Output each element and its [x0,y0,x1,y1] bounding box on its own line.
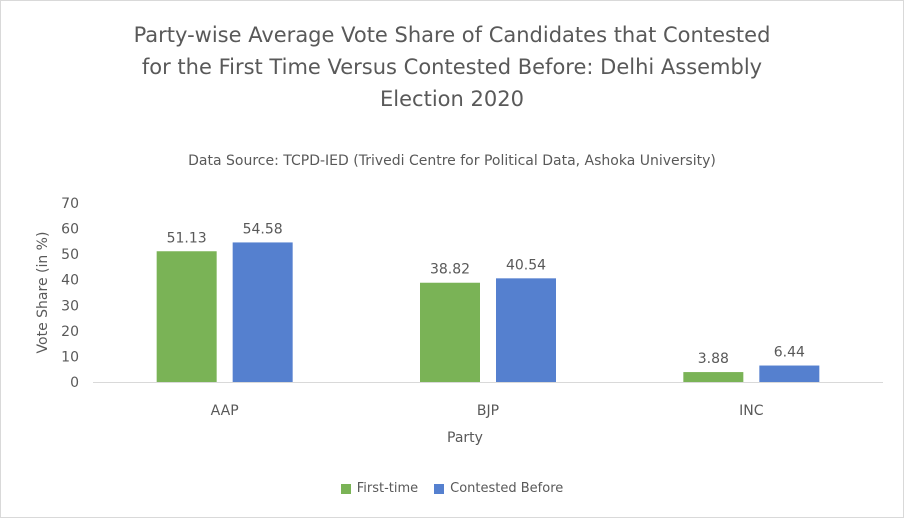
chart-title-line-2: for the First Time Versus Contested Befo… [141,55,763,79]
chart-title-line-1: Party-wise Average Vote Share of Candida… [133,23,771,47]
data-label: 54.58 [243,221,283,237]
y-tick-label: 60 [61,222,79,238]
legend-item-first-time: First-time [340,481,419,496]
y-tick-label: 10 [61,349,79,365]
data-label: 38.82 [430,262,470,278]
legend-swatch-first-time [340,483,351,494]
data-label: 40.54 [506,257,546,273]
bar [232,242,293,382]
y-tick-label: 0 [70,375,79,391]
x-axis-title: Party [447,430,483,446]
data-label: 6.44 [774,345,805,361]
y-tick-label: 20 [61,324,79,340]
data-label: 51.13 [167,230,207,246]
x-tick-label: BJP [477,403,499,419]
bar [420,282,480,382]
chart-legend: First-time Contested Before [1,481,903,496]
y-tick-label: 30 [61,298,79,314]
y-tick-label: 40 [61,273,79,289]
y-tick-label: 70 [61,196,79,212]
y-axis-title: Vote Share (in %) [35,232,51,354]
bar [759,365,820,382]
chart-subtitle: Data Source: TCPD-IED (Trivedi Centre fo… [188,153,716,169]
legend-label-contested-before: Contested Before [450,481,564,496]
bar [156,251,217,382]
legend-swatch-contested-before [434,483,445,494]
chart-title-line-3: Election 2020 [380,87,524,111]
data-label: 3.88 [698,351,729,367]
x-tick-label: INC [739,403,764,419]
chart-title: Party-wise Average Vote Share of Candida… [1,19,903,115]
legend-label-first-time: First-time [356,481,419,496]
y-tick-label: 50 [61,247,79,263]
bar [496,278,556,382]
legend-item-contested-before: Contested Before [434,481,563,496]
x-tick-label: AAP [211,403,239,419]
bar [683,372,744,382]
